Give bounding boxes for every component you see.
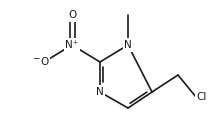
Text: −: −	[32, 54, 40, 62]
Text: O: O	[68, 10, 76, 20]
Text: Cl: Cl	[196, 92, 206, 102]
Text: N: N	[96, 87, 104, 97]
Text: O: O	[40, 57, 48, 67]
Text: N: N	[124, 40, 132, 50]
Text: N⁺: N⁺	[65, 40, 79, 50]
